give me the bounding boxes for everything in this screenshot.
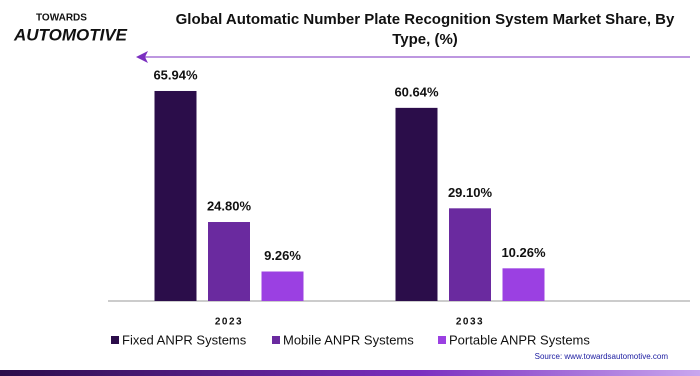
value-label: 10.26% (501, 245, 546, 260)
arrow-head (136, 51, 148, 63)
value-label: 60.64% (394, 84, 439, 99)
legend-label: Fixed ANPR Systems (122, 332, 247, 347)
value-label: 29.10% (448, 185, 493, 200)
legend-swatch (438, 336, 446, 344)
logo-top: TOWARDS (36, 13, 87, 24)
value-label: 24.80% (207, 198, 252, 213)
bar (502, 268, 545, 301)
footer-strip (0, 370, 700, 376)
bar (261, 271, 304, 301)
x-tick-label: 2033 (456, 317, 484, 328)
legend-swatch (272, 336, 280, 344)
source: Source: www.towardsautomotive.com (535, 352, 669, 361)
legend-swatch (111, 336, 119, 344)
value-label: 65.94% (153, 67, 198, 82)
bar (154, 90, 197, 301)
bar (208, 222, 250, 301)
logo-bottom: AUTOMOTIVE (13, 25, 128, 44)
chart-title: Global Automatic Number Plate Recognitio… (175, 11, 675, 48)
bar (395, 107, 438, 301)
x-tick-label: 2023 (215, 317, 243, 328)
bar (449, 208, 491, 301)
legend-label: Mobile ANPR Systems (283, 332, 414, 347)
value-label: 9.26% (264, 248, 301, 263)
legend-label: Portable ANPR Systems (449, 332, 590, 347)
